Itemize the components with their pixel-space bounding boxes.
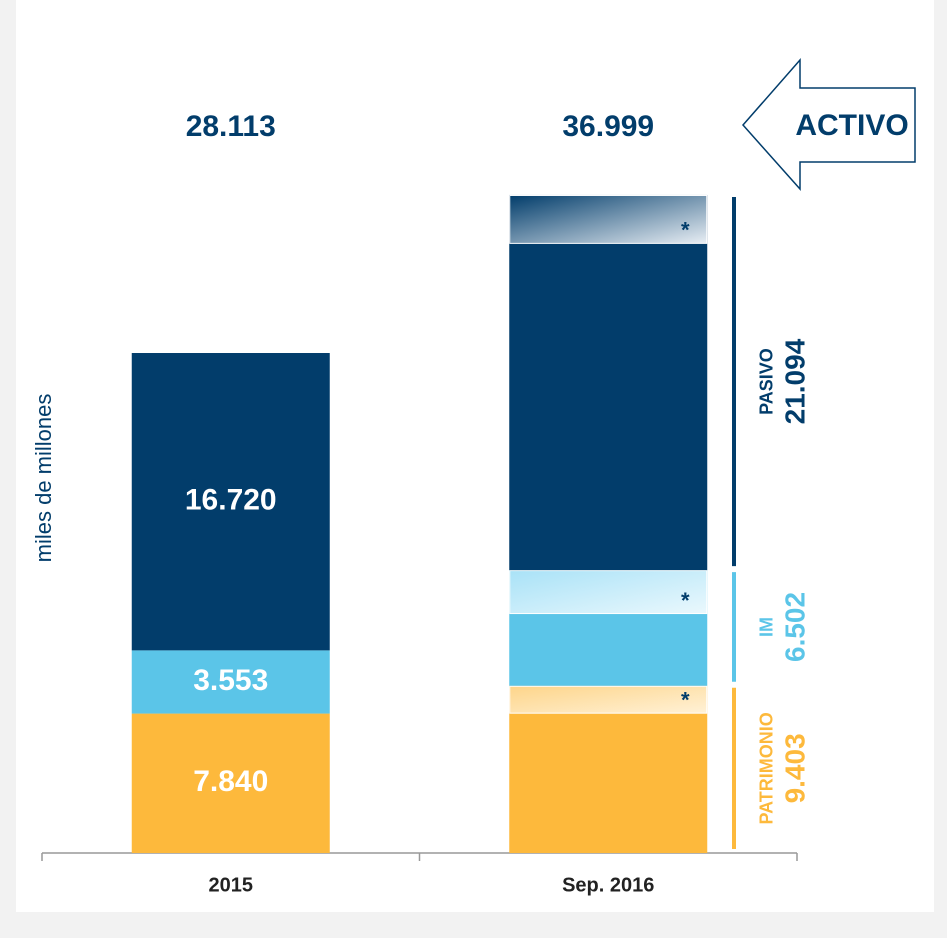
series-value: 6.502 [779, 592, 810, 662]
star-marker: * [681, 218, 690, 243]
bar-segment [509, 194, 708, 571]
annotation: ACTIVO [795, 109, 908, 142]
total-label: 28.113 [186, 110, 276, 143]
x-tick-label: Sep. 2016 [562, 874, 654, 896]
y-axis-label: miles de millones [31, 394, 56, 563]
starred-segment [509, 685, 708, 714]
series-name: IM [757, 617, 777, 637]
star-marker: * [681, 588, 690, 613]
starred-segment [509, 570, 708, 615]
bar-segment [131, 713, 330, 853]
series-value: 9.403 [779, 733, 810, 803]
series-name: PATRIMONIO [757, 712, 777, 824]
bar-segment [131, 353, 330, 651]
starred-segment [509, 194, 708, 244]
bar-segment [131, 650, 330, 714]
value-label: 3.553 [193, 664, 268, 697]
x-tick-label: 2015 [209, 874, 254, 896]
total-label: 36.999 [562, 110, 654, 143]
series-name: PASIVO [757, 348, 777, 415]
value-label: 7.840 [193, 765, 268, 798]
activo-arrow [741, 58, 916, 191]
value-label: 16.720 [185, 484, 277, 517]
star-marker: * [681, 688, 690, 713]
series-value: 21.094 [779, 338, 810, 424]
